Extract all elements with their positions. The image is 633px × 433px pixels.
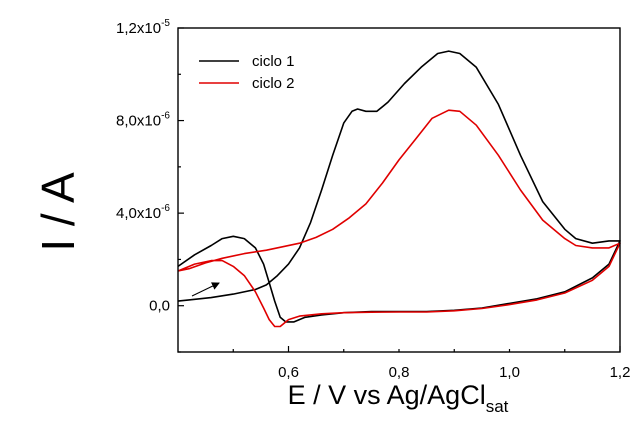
legend-label-1: ciclo 1 — [252, 53, 295, 70]
x-tick-label: 0,6 — [278, 364, 299, 381]
legend-label-2: ciclo 2 — [252, 75, 295, 92]
series-line-2 — [177, 109, 621, 328]
legend: ciclo 1 ciclo 2 — [199, 53, 295, 92]
ticks-layer — [178, 27, 621, 353]
tick-labels-layer: 0,6 0,8 1,0 1,2 0,0 4,0x10-6 8,0x10-6 1,2x10-5 — [116, 18, 630, 381]
y-tick-label: 0,0 — [149, 298, 170, 315]
series-line-1 — [177, 50, 621, 323]
x-tick-label: 1,0 — [499, 364, 520, 381]
plot-frame — [177, 27, 621, 353]
x-axis-title-main: E / V vs Ag/AgCl — [288, 380, 486, 410]
scan-direction-arrow — [191, 282, 220, 297]
y-axis-title: I / A — [32, 172, 84, 252]
x-axis-title: E / V vs Ag/AgClsat — [288, 380, 509, 416]
y-tick-label: 4,0x10-6 — [116, 203, 170, 222]
x-tick-label: 0,8 — [389, 364, 410, 381]
y-tick-label: 1,2x10-5 — [116, 18, 170, 37]
y-tick-label: 8,0x10-6 — [116, 111, 170, 130]
x-tick-label: 1,2 — [610, 364, 631, 381]
series-layer — [177, 50, 621, 328]
x-axis-title-subscript: sat — [486, 397, 509, 416]
